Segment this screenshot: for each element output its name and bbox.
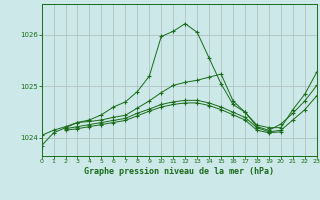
X-axis label: Graphe pression niveau de la mer (hPa): Graphe pression niveau de la mer (hPa) bbox=[84, 167, 274, 176]
